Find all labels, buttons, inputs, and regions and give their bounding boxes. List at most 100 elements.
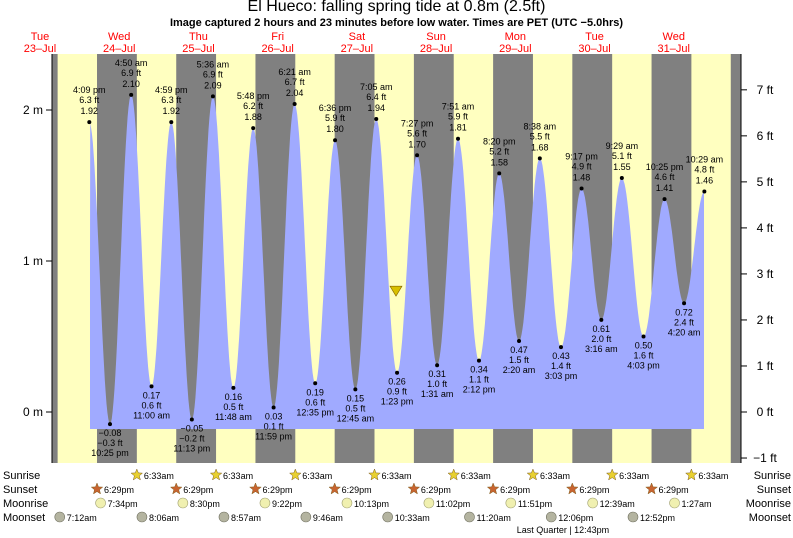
- row-label-left: Moonrise: [3, 498, 48, 510]
- extreme-point: [476, 358, 481, 363]
- moonrise-icon: [423, 497, 435, 509]
- extreme-height-ft: 5.2 ft: [489, 146, 510, 156]
- extreme-height-ft: 6.3 ft: [161, 95, 182, 105]
- day-labels: Tue23–JulWed24–JulThu25–JulFri26–JulSat2…: [24, 31, 690, 55]
- extreme-time: 11:59 pm: [255, 431, 292, 441]
- day-date: 28–Jul: [420, 43, 452, 55]
- extreme-height-ft: 1.5 ft: [509, 355, 530, 365]
- extreme-height-m: 1.81: [449, 123, 467, 133]
- right-tick-label: 2 ft: [757, 313, 774, 327]
- right-tick-label: 1 ft: [757, 359, 774, 373]
- extreme-point: [415, 153, 420, 158]
- moonset-icon: [627, 511, 639, 523]
- extreme-time: 4:59 pm: [155, 85, 188, 95]
- extreme-point: [456, 136, 461, 141]
- extreme-height-m: 1.48: [573, 173, 591, 183]
- sunrise-time: 6:33am: [302, 471, 332, 481]
- extreme-point: [87, 120, 92, 125]
- extreme-point: [333, 138, 338, 143]
- extreme-time: 8:38 am: [524, 121, 557, 131]
- extreme-time: 5:48 pm: [237, 91, 270, 101]
- extreme-point: [682, 301, 687, 306]
- extreme-time: 4:20 am: [668, 327, 701, 337]
- moonset-time: 12:52pm: [640, 513, 675, 523]
- extreme-height-ft: 6.9 ft: [203, 69, 224, 79]
- day-date: 30–Jul: [578, 43, 610, 55]
- moonset-icon: [54, 511, 66, 523]
- extreme-point: [353, 387, 358, 392]
- extreme-point: [107, 422, 112, 427]
- extreme-height-ft: 0.6 ft: [305, 397, 326, 407]
- extreme-point: [251, 126, 256, 131]
- sunrise-time: 6:33am: [461, 471, 491, 481]
- moonset-time: 10:33am: [395, 513, 430, 523]
- day-name: Thu: [189, 31, 208, 43]
- extreme-time: 3:03 pm: [545, 371, 578, 381]
- sunrise-time: 6:33am: [144, 471, 174, 481]
- sunrise-icon: [685, 468, 698, 481]
- sunrise-icon: [368, 468, 381, 481]
- extreme-height-m: 0.26: [388, 377, 406, 387]
- extreme-height-m: 0.03: [265, 411, 283, 421]
- day-date: 25–Jul: [182, 43, 214, 55]
- moonrise-icon: [95, 497, 106, 509]
- extreme-height-m: 1.41: [656, 183, 674, 193]
- sunset-time: 6:29pm: [104, 485, 134, 495]
- extreme-height-ft: −0.3 ft: [97, 438, 123, 448]
- sunset-time: 6:29pm: [342, 485, 372, 495]
- moonset-icon: [464, 511, 475, 523]
- extreme-height-ft: 6.3 ft: [79, 95, 100, 105]
- moonrise-time: 8:30pm: [190, 499, 220, 509]
- moonrise-icon: [669, 497, 680, 509]
- day-date: 26–Jul: [261, 43, 293, 55]
- extreme-height-m: 0.17: [143, 390, 161, 400]
- extreme-point: [292, 101, 297, 106]
- extreme-point: [702, 189, 707, 194]
- moon-phase: Last Quarter | 12:43pm: [517, 525, 609, 535]
- extreme-height-m: 0.34: [470, 365, 488, 375]
- extreme-time: 4:03 pm: [627, 361, 660, 371]
- axes: 0 m 1 m 2 m −1 ft 0 ft 1 ft 2 ft 3 ft 4 ft 5 ft 6 …: [23, 54, 778, 465]
- day-name: Wed: [108, 31, 130, 43]
- moonset-time: 8:06am: [149, 513, 179, 523]
- extreme-point: [210, 94, 215, 99]
- tide-curve: [90, 94, 705, 430]
- extreme-height-ft: 1.0 ft: [427, 379, 448, 389]
- sunrise-time: 6:33am: [540, 471, 570, 481]
- sunrise-time: 6:33am: [382, 471, 412, 481]
- sunset-time: 6:29pm: [579, 485, 609, 495]
- moonset-icon: [382, 511, 394, 523]
- moonrise-time: 12:39am: [600, 499, 635, 509]
- day-name: Tue: [585, 31, 604, 43]
- moonset-time: 7:12am: [67, 513, 97, 523]
- extreme-height-m: 0.19: [306, 387, 324, 397]
- extreme-height-ft: 5.9 ft: [325, 113, 346, 123]
- extreme-point: [619, 175, 624, 180]
- extreme-time: 10:29 am: [686, 155, 724, 165]
- moonrise-icon: [177, 497, 189, 509]
- extreme-point: [641, 334, 646, 339]
- moonset-time: 12:06pm: [558, 513, 593, 523]
- extreme-height-m: 1.58: [490, 157, 508, 167]
- sunset-icon: [328, 482, 342, 495]
- extreme-height-m: 0.43: [552, 351, 570, 361]
- extreme-height-ft: 4.9 ft: [572, 162, 593, 172]
- extreme-time: 11:13 pm: [173, 444, 210, 454]
- extreme-time: 5:36 am: [197, 59, 230, 69]
- sunset-icon: [169, 482, 183, 495]
- extreme-height-m: 1.46: [696, 176, 714, 186]
- tide-area: [90, 94, 705, 430]
- extreme-time: 10:25 pm: [646, 162, 684, 172]
- extreme-time: 7:27 pm: [401, 118, 434, 128]
- extreme-height-ft: 1.1 ft: [469, 375, 490, 385]
- moonset-icon: [300, 511, 312, 523]
- extreme-time: 7:05 am: [360, 82, 393, 92]
- extreme-time: 1:23 pm: [381, 397, 414, 407]
- right-tick-label: 3 ft: [757, 267, 774, 281]
- night-band: [52, 54, 58, 463]
- extreme-height-m: 0.15: [347, 393, 365, 403]
- row-label-left: Moonset: [3, 512, 45, 524]
- extreme-height-m: 0.50: [635, 341, 653, 351]
- right-tick-label: −1 ft: [753, 451, 777, 465]
